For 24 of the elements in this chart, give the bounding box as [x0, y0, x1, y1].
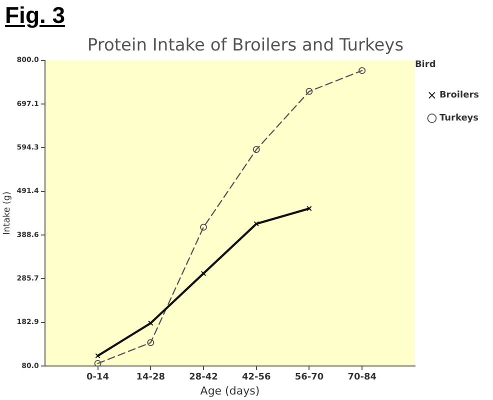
point — [147, 339, 154, 346]
point — [148, 320, 154, 326]
point — [200, 270, 206, 276]
caption: Fig. 3 — [5, 2, 66, 28]
chart-title: Protein Intake of Broilers and Turkeys — [87, 36, 404, 56]
point — [94, 360, 102, 366]
point — [358, 67, 366, 74]
legend-label: Turkeys — [439, 114, 479, 124]
point — [252, 146, 260, 154]
legend-label: Broilers — [439, 90, 480, 101]
point — [200, 224, 208, 231]
legend-title: Bird — [414, 60, 436, 70]
x-tick-label: 0-14 — [86, 372, 110, 383]
point — [95, 353, 100, 358]
x-tick-label: 70-84 — [348, 372, 376, 383]
x-axis-title: Age (days) — [200, 384, 260, 398]
x-tick-label: 42-56 — [242, 372, 271, 383]
y-axis-title: Intake (g) — [2, 191, 13, 235]
x-tick-label: 56-70 — [294, 372, 324, 383]
x-tick-label: 28-42 — [189, 372, 218, 383]
x-tick-label: 14-28 — [136, 372, 166, 383]
point — [306, 206, 312, 212]
point — [306, 88, 313, 95]
point — [254, 221, 259, 226]
